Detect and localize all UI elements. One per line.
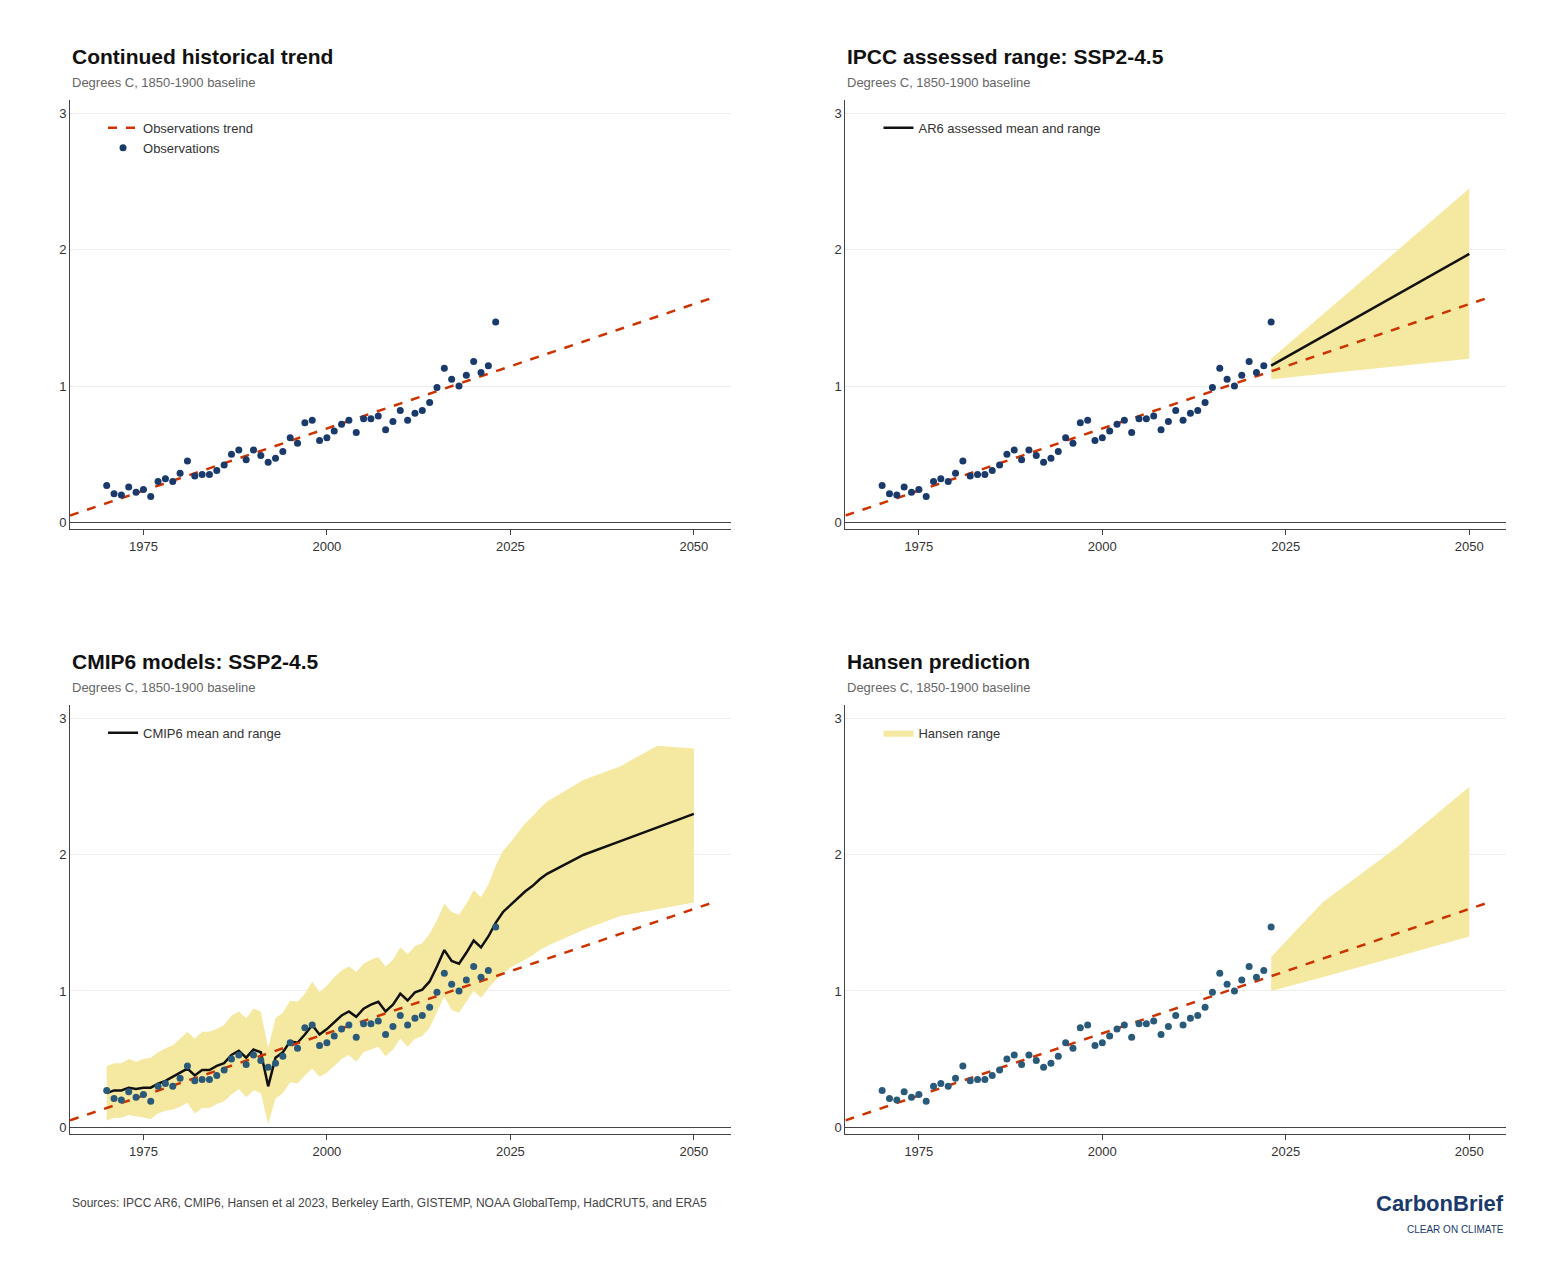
svg-text:Degrees C, 1850-1900 baseline: Degrees C, 1850-1900 baseline	[847, 75, 1031, 90]
svg-text:2025: 2025	[1271, 1144, 1300, 1159]
svg-text:2050: 2050	[679, 539, 708, 554]
svg-text:1: 1	[835, 984, 842, 999]
svg-text:2025: 2025	[496, 1144, 525, 1159]
svg-text:IPCC assessed range: SSP2-4.5: IPCC assessed range: SSP2-4.5	[847, 45, 1164, 68]
svg-text:Observations: Observations	[143, 141, 220, 156]
svg-text:Degrees C, 1850-1900 baseline: Degrees C, 1850-1900 baseline	[72, 680, 256, 695]
svg-text:Hansen range: Hansen range	[918, 726, 1000, 741]
svg-text:2050: 2050	[1455, 1144, 1484, 1159]
svg-text:Observations trend: Observations trend	[143, 121, 253, 136]
svg-text:Hansen prediction: Hansen prediction	[847, 650, 1030, 673]
svg-text:2025: 2025	[496, 539, 525, 554]
svg-text:2000: 2000	[1088, 1144, 1117, 1159]
svg-text:3: 3	[59, 711, 66, 726]
svg-text:3: 3	[59, 106, 66, 121]
svg-text:3: 3	[835, 711, 842, 726]
svg-text:2025: 2025	[1271, 539, 1300, 554]
svg-text:2050: 2050	[679, 1144, 708, 1159]
svg-text:1975: 1975	[129, 1144, 158, 1159]
svg-text:1975: 1975	[904, 1144, 933, 1159]
svg-text:2000: 2000	[312, 1144, 341, 1159]
svg-text:CarbonBrief: CarbonBrief	[1376, 1191, 1504, 1216]
svg-text:0: 0	[835, 515, 842, 530]
svg-text:2050: 2050	[1455, 539, 1484, 554]
svg-text:AR6 assessed mean and range: AR6 assessed mean and range	[918, 121, 1100, 136]
svg-text:CMIP6 models: SSP2-4.5: CMIP6 models: SSP2-4.5	[72, 650, 319, 673]
svg-text:1975: 1975	[129, 539, 158, 554]
svg-text:1: 1	[59, 379, 66, 394]
svg-text:Degrees C, 1850-1900 baseline: Degrees C, 1850-1900 baseline	[847, 680, 1031, 695]
svg-text:Sources: IPCC AR6, CMIP6, Hans: Sources: IPCC AR6, CMIP6, Hansen et al 2…	[72, 1196, 707, 1210]
svg-text:3: 3	[835, 106, 842, 121]
svg-text:0: 0	[59, 1120, 66, 1135]
svg-text:Degrees C, 1850-1900 baseline: Degrees C, 1850-1900 baseline	[72, 75, 256, 90]
svg-text:0: 0	[59, 515, 66, 530]
svg-text:2: 2	[835, 242, 842, 257]
svg-text:0: 0	[835, 1120, 842, 1135]
svg-text:1: 1	[59, 984, 66, 999]
svg-text:2000: 2000	[312, 539, 341, 554]
svg-text:1975: 1975	[904, 539, 933, 554]
svg-text:Continued historical trend: Continued historical trend	[72, 45, 333, 68]
svg-text:2000: 2000	[1088, 539, 1117, 554]
svg-text:CMIP6 mean and range: CMIP6 mean and range	[143, 726, 281, 741]
svg-text:CLEAR ON CLIMATE: CLEAR ON CLIMATE	[1407, 1224, 1504, 1235]
svg-text:2: 2	[835, 847, 842, 862]
svg-text:2: 2	[59, 847, 66, 862]
svg-text:1: 1	[835, 379, 842, 394]
svg-text:2: 2	[59, 242, 66, 257]
